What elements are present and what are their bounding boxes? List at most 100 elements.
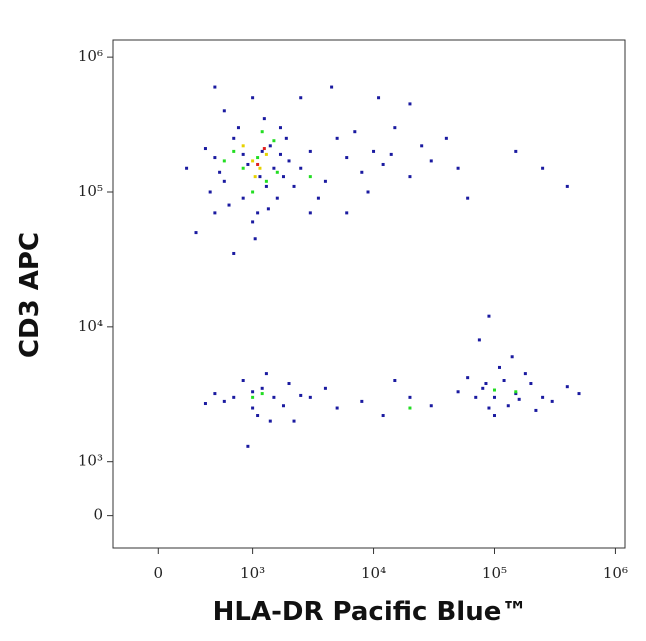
event-dot: [393, 379, 397, 383]
x-tick-label: 10⁶: [603, 564, 628, 582]
event-dot: [308, 211, 312, 215]
event-dot: [360, 170, 364, 174]
event-dot: [466, 196, 470, 200]
event-dot: [253, 237, 257, 241]
event-dot: [408, 395, 412, 399]
event-dot: [203, 402, 207, 406]
event-dot: [484, 382, 488, 386]
event-dot: [246, 444, 250, 448]
event-dot: [477, 338, 481, 342]
event-dot: [251, 395, 255, 399]
event-dot: [272, 395, 276, 399]
event-dot: [550, 399, 554, 403]
event-dot: [208, 190, 212, 194]
event-dot: [256, 156, 260, 160]
event-dot: [506, 404, 510, 408]
event-dot: [517, 397, 521, 401]
event-dot: [260, 392, 264, 396]
event-dot: [366, 190, 370, 194]
event-dot: [408, 175, 412, 179]
x-tick-label: 0: [154, 564, 164, 582]
event-dot: [232, 395, 236, 399]
event-dot: [251, 159, 255, 163]
event-dot: [510, 355, 514, 359]
event-dot: [253, 175, 257, 179]
event-dot: [278, 152, 282, 156]
event-dot: [222, 399, 226, 403]
event-dot: [213, 211, 217, 215]
event-dot: [389, 152, 393, 156]
event-dot: [393, 126, 397, 130]
event-dot: [241, 144, 245, 148]
event-dot: [258, 166, 262, 170]
x-axis-title: HLA-DR Pacific Blue™: [213, 597, 528, 627]
y-tick-label: 10⁵: [78, 182, 103, 200]
event-dot: [260, 386, 264, 390]
event-dot: [481, 386, 485, 390]
event-dot: [232, 251, 236, 255]
event-dot: [287, 159, 291, 163]
event-dot: [444, 136, 448, 140]
event-dot: [264, 179, 268, 183]
event-dot: [287, 382, 291, 386]
y-tick-label: 0: [93, 506, 103, 524]
event-dot: [335, 136, 339, 140]
event-dot: [487, 406, 491, 410]
event-dot: [232, 136, 236, 140]
event-dot: [308, 175, 312, 179]
event-dot: [308, 395, 312, 399]
event-dot: [222, 179, 226, 183]
event-dot: [251, 190, 255, 194]
event-dot: [541, 395, 545, 399]
event-dot: [381, 414, 385, 418]
event-dot: [292, 184, 296, 188]
event-dot: [408, 406, 412, 410]
x-tick-label: 10³: [240, 564, 265, 582]
event-dot: [372, 149, 376, 153]
event-dot: [256, 162, 260, 166]
event-dot: [514, 392, 518, 396]
y-tick-label: 10⁶: [78, 47, 103, 65]
event-dot: [268, 419, 272, 423]
event-dot: [236, 126, 240, 130]
event-dot: [497, 365, 501, 369]
plot-frame: [112, 39, 626, 549]
event-dot: [256, 414, 260, 418]
event-dot: [213, 85, 217, 89]
event-dot: [185, 166, 189, 170]
event-dot: [377, 96, 381, 100]
event-dot: [299, 393, 303, 397]
x-tick-label: 10⁴: [361, 564, 386, 582]
event-dot: [316, 196, 320, 200]
event-dot: [577, 392, 581, 396]
event-dot: [278, 126, 282, 130]
event-dot: [502, 379, 506, 383]
event-dot: [456, 390, 460, 394]
event-dot: [353, 130, 357, 134]
event-dot: [194, 231, 198, 235]
event-dot: [299, 96, 303, 100]
event-dot: [474, 395, 478, 399]
event-dot: [429, 159, 433, 163]
event-dot: [323, 179, 327, 183]
event-dot: [514, 149, 518, 153]
event-dot: [268, 144, 272, 148]
event-dot: [275, 170, 279, 174]
event-dot: [408, 102, 412, 106]
event-dot: [251, 390, 255, 394]
event-dot: [420, 144, 424, 148]
event-dot: [541, 166, 545, 170]
y-tick-label: 10⁴: [78, 317, 103, 335]
event-dot: [514, 390, 518, 394]
event-dot: [345, 211, 349, 215]
event-dot: [275, 196, 279, 200]
event-dot: [360, 399, 364, 403]
event-dot: [264, 372, 268, 376]
event-dot: [203, 147, 207, 151]
event-dot: [264, 184, 268, 188]
event-dot: [241, 379, 245, 383]
event-dot: [222, 159, 226, 163]
event-dot: [264, 152, 268, 156]
event-dot: [492, 388, 496, 392]
